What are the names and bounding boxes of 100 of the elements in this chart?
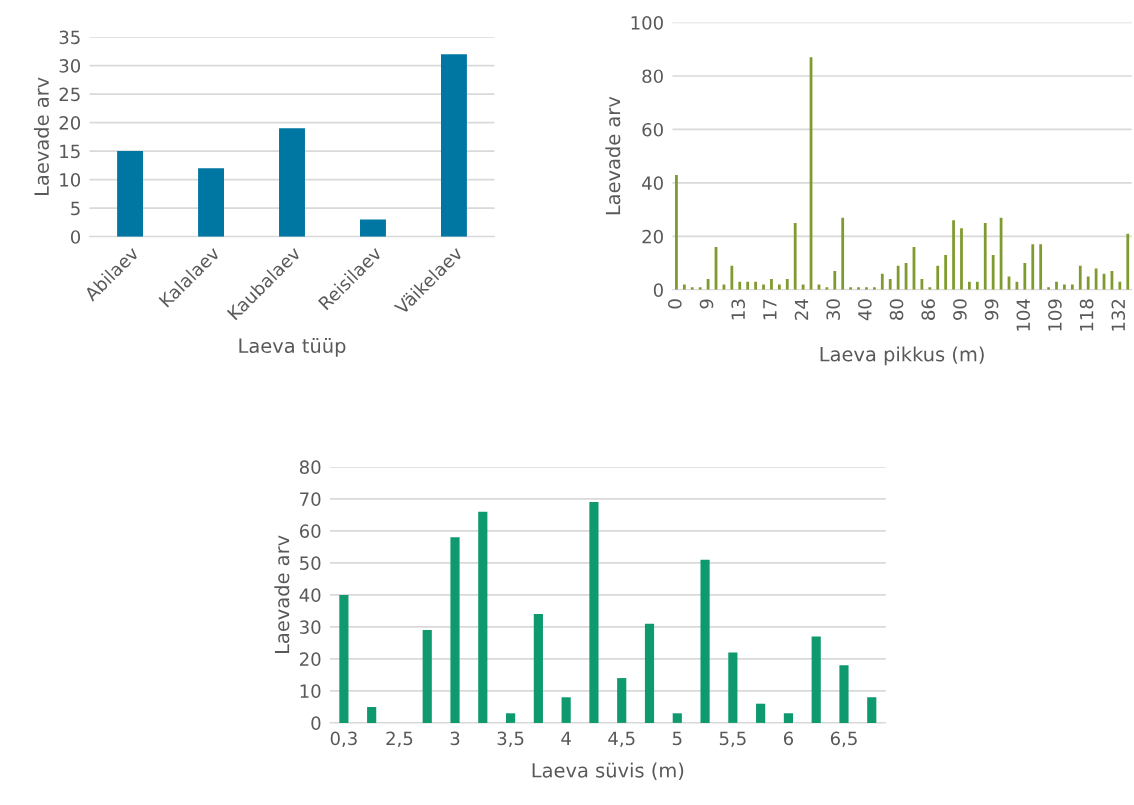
x-tick-label: 90 (953, 299, 967, 320)
y-tick-label: 5 (71, 201, 80, 216)
bar (1055, 281, 1058, 290)
bar (360, 219, 386, 237)
y-tick-label: 60 (299, 524, 321, 539)
x-tick-label: 86 (921, 299, 936, 320)
bar (991, 255, 995, 290)
x-tick-label: 17 (763, 299, 777, 320)
bar (589, 502, 599, 723)
bar (1039, 244, 1043, 290)
bar (841, 217, 845, 290)
x-tick-label: 30 (826, 299, 841, 320)
y-tick-label: 80 (299, 460, 321, 475)
x-axis-title: Laeva pikkus (m) (820, 346, 984, 366)
y-tick-label: 10 (300, 684, 321, 699)
bar (968, 281, 971, 290)
bar (561, 697, 571, 723)
x-tick-label: 24 (794, 299, 809, 320)
bar (339, 594, 349, 723)
bar (644, 623, 655, 723)
y-tick-label: 30 (59, 59, 81, 73)
y-tick-label: 20 (300, 652, 321, 667)
bar (367, 706, 377, 723)
x-tick-label: 3,5 (497, 731, 524, 748)
bar (422, 630, 432, 723)
bar (801, 284, 805, 290)
bar (478, 511, 488, 723)
bar (279, 128, 305, 237)
x-tick-label: 0,3 (330, 731, 357, 748)
bar (675, 174, 678, 290)
bar (1118, 281, 1122, 290)
bar (867, 697, 877, 723)
bar (952, 220, 955, 290)
bar (450, 537, 460, 723)
x-tick-label: 4 (561, 731, 571, 745)
x-tick-label: 40 (858, 299, 872, 321)
bar (1078, 265, 1082, 290)
x-tick-label: 99 (984, 299, 999, 320)
bar (1023, 263, 1027, 290)
bar (117, 151, 144, 237)
bar (936, 265, 940, 290)
bar (728, 652, 738, 723)
bar (777, 284, 781, 290)
bar (1031, 244, 1035, 290)
y-tick-label: 40 (299, 588, 321, 603)
y-axis-title: Laevade arv (33, 77, 49, 195)
bar (785, 279, 789, 290)
x-tick-label: 5,5 (719, 731, 746, 748)
x-tick-label: 9 (699, 299, 714, 309)
x-tick-label: 5 (672, 731, 682, 746)
bar (738, 281, 742, 290)
bar (672, 713, 682, 723)
y-tick-label: 20 (59, 116, 81, 130)
bar (944, 255, 948, 290)
y-tick-label: 25 (59, 87, 80, 102)
bar (811, 636, 821, 723)
bar (700, 559, 710, 723)
x-axis-title: Laeva tüüp (239, 338, 346, 357)
x-tick-label: 6,5 (830, 731, 857, 748)
bar (960, 228, 963, 290)
y-tick-label: 30 (300, 620, 321, 635)
bar (756, 703, 766, 723)
bar (1126, 233, 1130, 290)
bar (770, 279, 773, 290)
bar (754, 281, 757, 290)
x-tick-label: 80 (889, 299, 904, 320)
y-tick-label: 50 (300, 556, 321, 571)
bar (533, 614, 543, 723)
bar (888, 279, 892, 290)
bar (440, 54, 467, 237)
y-tick-label: 20 (642, 229, 663, 244)
y-axis-title: Laevade arv (274, 535, 290, 654)
bar (682, 284, 686, 290)
y-tick-label: 0 (311, 716, 321, 731)
bar (198, 168, 224, 237)
x-tick-label: 109 (1048, 299, 1062, 331)
bar (783, 713, 793, 723)
bar (983, 222, 987, 290)
x-axis-title: Laeva süvis (m) (532, 762, 684, 780)
x-tick-label: 4,5 (608, 731, 635, 748)
bar (1086, 276, 1090, 290)
bar (506, 713, 516, 723)
y-tick-label: 0 (70, 230, 81, 244)
x-tick-label: 104 (1016, 299, 1031, 331)
x-tick-label: 132 (1111, 299, 1126, 331)
y-axis-title: Laevade arv (605, 96, 621, 215)
y-tick-label: 70 (300, 492, 321, 507)
x-tick-label: 13 (731, 299, 746, 320)
bar (880, 273, 884, 290)
x-tick-label: 0 (668, 299, 682, 309)
bar (975, 281, 979, 290)
bar (1063, 284, 1066, 290)
y-tick-label: 10 (60, 173, 81, 187)
bar (730, 265, 734, 290)
y-tick-label: 40 (642, 176, 663, 191)
y-tick-label: 80 (642, 69, 663, 84)
y-tick-label: 35 (59, 30, 80, 45)
bar (762, 284, 765, 290)
bar (896, 265, 900, 290)
y-tick-label: 15 (60, 144, 80, 159)
